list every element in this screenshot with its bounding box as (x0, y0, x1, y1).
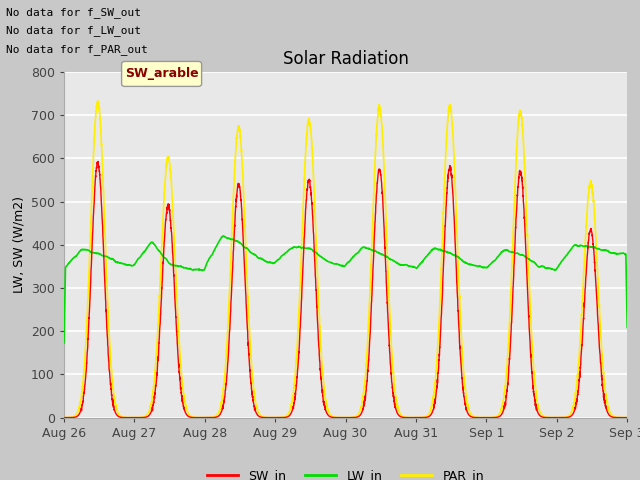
Text: SW_arable: SW_arable (125, 67, 198, 81)
Title: Solar Radiation: Solar Radiation (283, 49, 408, 68)
Text: No data for f_SW_out: No data for f_SW_out (6, 7, 141, 18)
Text: No data for f_LW_out: No data for f_LW_out (6, 25, 141, 36)
Text: No data for f_PAR_out: No data for f_PAR_out (6, 44, 148, 55)
Legend: SW_in, LW_in, PAR_in: SW_in, LW_in, PAR_in (202, 464, 489, 480)
Y-axis label: LW, SW (W/m2): LW, SW (W/m2) (12, 196, 26, 293)
